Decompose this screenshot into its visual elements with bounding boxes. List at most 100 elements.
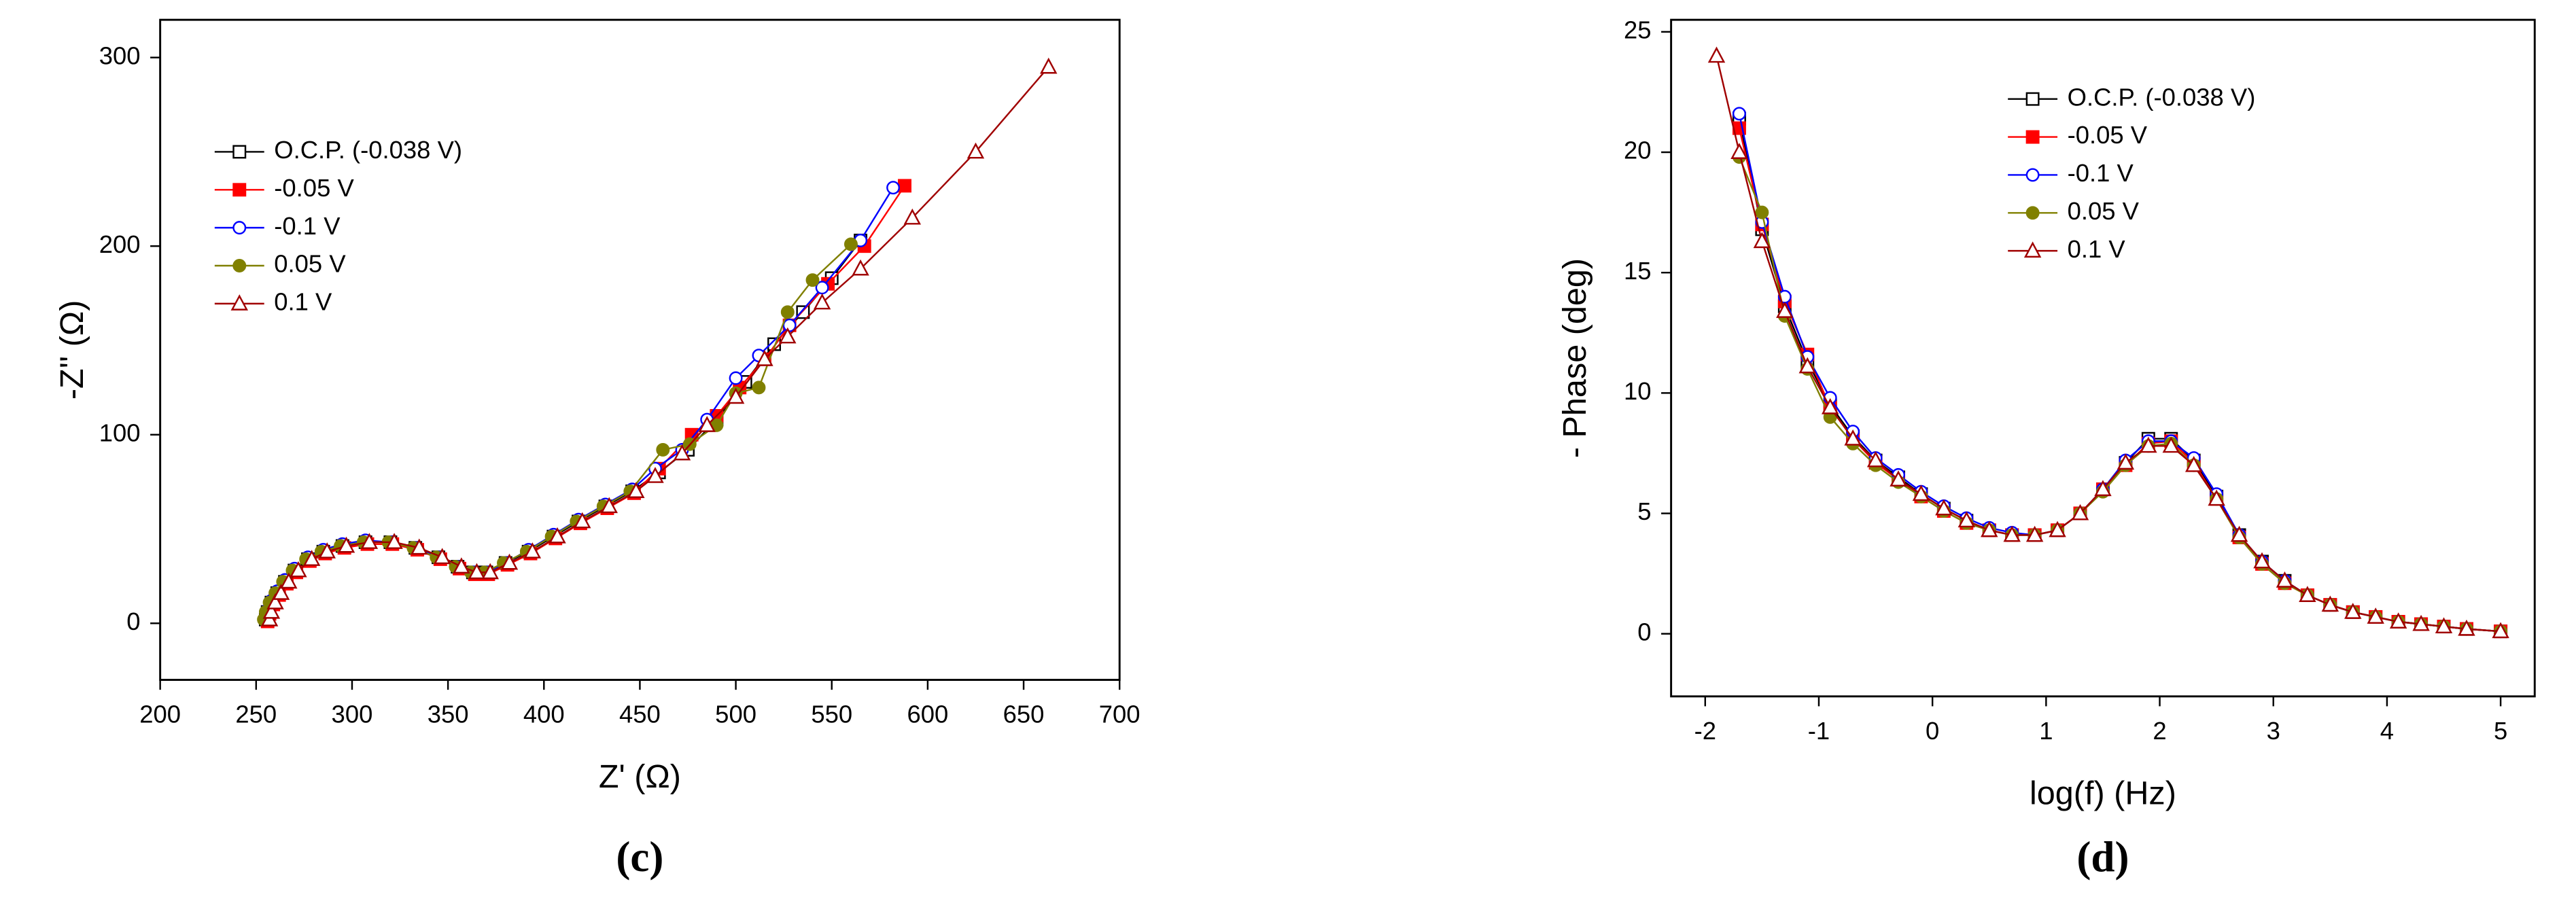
legend-label: 0.1 V [2068,235,2126,263]
marker [1776,302,1794,318]
y-axis-label: - Phase (deg) [1556,258,1593,458]
marker [1844,429,1862,446]
marker [1753,232,1771,249]
marker [2230,525,2248,542]
y-tick-label: 25 [1624,16,1652,43]
legend-label: 0.1 V [274,287,332,315]
marker [2162,436,2180,453]
marker [290,561,307,578]
x-tick-label: 200 [139,701,181,728]
y-tick-label: 300 [99,41,141,69]
marker [2253,552,2271,569]
marker [232,145,247,159]
marker [2023,241,2042,258]
marker [385,533,403,549]
x-tick-label: 0 [1926,717,1939,745]
marker [752,381,766,395]
marker [523,542,542,559]
marker [2367,607,2384,624]
marker [2389,612,2407,629]
marker [2321,595,2339,612]
marker [360,533,379,549]
marker [2025,525,2044,542]
x-tick-label: 1 [2039,717,2053,745]
marker [727,387,745,404]
marker [318,542,336,559]
y-tick-label: 20 [1624,137,1652,164]
x-axis-label: log(f) (Hz) [2030,775,2176,811]
series-line [1738,156,2501,633]
marker [2025,206,2040,220]
y-tick-label: 0 [126,607,140,635]
x-tick-label: 600 [907,701,948,728]
legend-label: -0.05 V [2068,121,2148,149]
marker [2344,603,2362,619]
marker [805,273,820,287]
marker [756,349,773,366]
marker [1935,499,1953,516]
y-tick-label: 15 [1624,257,1652,285]
x-tick-label: -1 [1808,717,1830,745]
marker [779,327,797,344]
marker [2492,622,2509,639]
marker [673,444,691,461]
x-tick-label: 3 [2267,717,2280,745]
marker [1798,357,1816,374]
series-line [1738,113,2501,633]
marker [232,183,247,197]
marker [2185,455,2203,472]
marker [1040,57,1058,74]
legend-label: 0.05 V [274,250,346,278]
marker [280,572,298,589]
y-tick-label: 10 [1624,377,1652,405]
marker [1981,520,1998,537]
marker [2003,525,2021,542]
marker [782,318,797,332]
marker [1821,398,1839,414]
x-tick-label: 4 [2380,717,2394,745]
marker [780,305,795,319]
marker [574,512,591,529]
marker [967,142,985,159]
legend-label: O.C.P. (-0.038 V) [274,136,462,164]
plot-frame [159,18,1121,682]
marker [898,179,911,193]
marker [411,538,428,555]
marker [500,553,519,570]
y-tick-label: 100 [99,419,141,446]
y-tick-label: 5 [1637,497,1651,525]
caption: (c) [616,833,663,881]
x-tick-label: 300 [332,701,373,728]
marker [2208,489,2225,506]
plot-frame [1670,18,2536,698]
y-axis-label: -Z'' (Ω) [54,300,90,400]
legend-label: 0.05 V [2068,197,2140,225]
marker [646,467,664,483]
legend-label: -0.1 V [274,212,341,240]
marker [2025,92,2040,106]
marker [844,237,858,251]
x-tick-label: 700 [1099,701,1141,728]
marker [2025,168,2040,182]
x-tick-label: -2 [1694,717,1716,745]
marker [230,294,248,311]
x-tick-label: 550 [811,701,852,728]
marker [549,527,566,544]
x-tick-label: 250 [235,701,277,728]
marker [2458,619,2475,636]
marker [266,593,284,610]
marker [600,497,618,514]
marker [2412,614,2430,631]
legend-label: -0.05 V [274,174,354,202]
x-tick-label: 650 [1003,701,1045,728]
x-tick-label: 350 [428,701,469,728]
marker [903,208,922,225]
marker [886,181,901,195]
marker [1866,450,1885,467]
y-tick-label: 200 [99,230,141,258]
marker [2094,480,2112,497]
legend-label: O.C.P. (-0.038 V) [2068,83,2256,111]
marker [1755,205,1769,219]
x-axis-label: Z' (Ω) [599,758,681,795]
